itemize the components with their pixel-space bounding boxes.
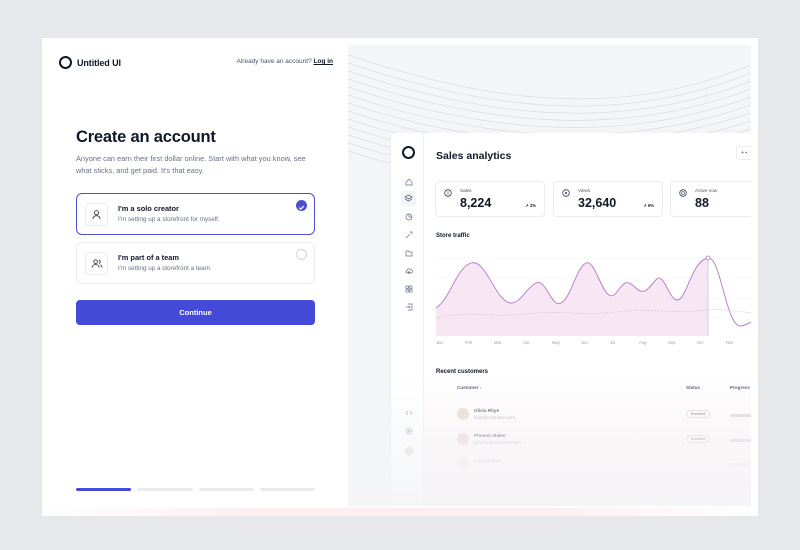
option-title: I'm a solo creator: [118, 204, 179, 213]
kpi-trend: ↗ 2%: [525, 203, 536, 208]
home-icon[interactable]: [403, 176, 414, 187]
traffic-area: [436, 258, 708, 336]
layers-icon[interactable]: [401, 191, 416, 206]
continue-button[interactable]: Continue: [76, 300, 315, 325]
chart-month-label: Mar: [494, 340, 502, 345]
radio-circle-icon[interactable]: [296, 249, 307, 260]
option-subtitle: I'm setting up a storefront for myself.: [118, 216, 220, 223]
chart-month-label: Aug: [639, 340, 647, 345]
logo-ring-icon: [59, 56, 72, 69]
grid-icon[interactable]: [403, 283, 414, 294]
cloud-upload-icon[interactable]: [403, 265, 414, 276]
signup-panel: Untitled UI Already have an account? Log…: [42, 38, 348, 516]
chart-highlight-point: [705, 255, 711, 261]
kpi-card-sales: Sales 8,224 ↗ 2%: [435, 181, 545, 217]
kpi-label: Active now: [695, 188, 718, 193]
eye-icon: [562, 189, 570, 197]
globe-icon: [679, 189, 687, 197]
traffic-line-secondary: [435, 309, 751, 319]
login-prompt-text: Already have an account?: [236, 58, 312, 65]
progress-step: [137, 488, 193, 491]
kpi-trend-value: 6%: [647, 203, 654, 208]
recent-customers-title: Recent customers: [436, 369, 489, 375]
page-subtitle: Anyone can earn their first dollar onlin…: [76, 154, 306, 175]
chart-month-label: Jul: [610, 340, 616, 345]
account-option-team[interactable]: I'm part of a team I'm setting up a stor…: [76, 242, 315, 284]
chart-month-label: Nov: [726, 340, 734, 345]
store-traffic-title: Store traffic: [436, 233, 470, 239]
decorative-bottom-tint: [42, 508, 758, 516]
brand-name: Untitled UI: [77, 57, 121, 68]
account-option-solo[interactable]: I'm a solo creator I'm setting up a stor…: [76, 193, 315, 235]
page-title: Create an account: [76, 128, 216, 146]
logo-icon: [402, 146, 415, 159]
kpi-trend: ↗ 6%: [643, 203, 654, 208]
tag-icon[interactable]: [403, 229, 414, 240]
more-button[interactable]: + ▪: [736, 146, 751, 160]
kpi-label: Views: [578, 188, 591, 193]
users-icon: [85, 252, 108, 275]
progress-step: [76, 488, 132, 491]
pie-chart-icon[interactable]: [403, 211, 414, 222]
dollar-icon: [444, 189, 452, 197]
app-frame: Untitled UI Already have an account? Log…: [42, 38, 758, 516]
store-traffic-chart: [435, 255, 751, 336]
progress-steps: [76, 488, 315, 491]
progress-step: [198, 488, 254, 491]
check-circle-icon[interactable]: [296, 200, 307, 211]
chart-month-label: Feb: [465, 340, 473, 345]
progress-step: [259, 488, 315, 491]
kpi-card-active: Active now 88: [670, 181, 751, 217]
kpi-label: Sales: [460, 188, 472, 193]
dashboard-preview: Sales analytics + ▪ Sales 8,224 ↗ 2% Vie…: [348, 45, 751, 506]
brand-logo[interactable]: Untitled UI: [59, 56, 121, 69]
kpi-value: 88: [695, 196, 709, 210]
option-title: I'm part of a team: [118, 253, 179, 262]
kpi-card-views: Views 32,640 ↗ 6%: [553, 181, 663, 217]
chart-month-label: May: [552, 340, 560, 345]
chart-month-label: Oct: [697, 340, 704, 345]
chart-month-label: Apr: [523, 340, 530, 345]
dashboard-title: Sales analytics: [436, 150, 512, 162]
log-in-icon[interactable]: [403, 301, 414, 312]
kpi-value: 32,640: [578, 196, 617, 210]
user-icon: [85, 203, 108, 226]
folder-icon[interactable]: [403, 247, 414, 258]
chart-month-label: Jan: [436, 340, 443, 345]
chart-month-label: Sep: [668, 340, 676, 345]
kpi-value: 8,224: [460, 196, 492, 210]
login-prompt: Already have an account? Log in: [237, 58, 333, 65]
decorative-fade: [348, 375, 751, 506]
login-link[interactable]: Log in: [313, 58, 334, 65]
option-subtitle: I'm setting up a storefront a team.: [118, 265, 212, 272]
chart-month-label: Jun: [581, 340, 588, 345]
kpi-trend-value: 2%: [529, 203, 536, 208]
traffic-line: [435, 257, 751, 327]
